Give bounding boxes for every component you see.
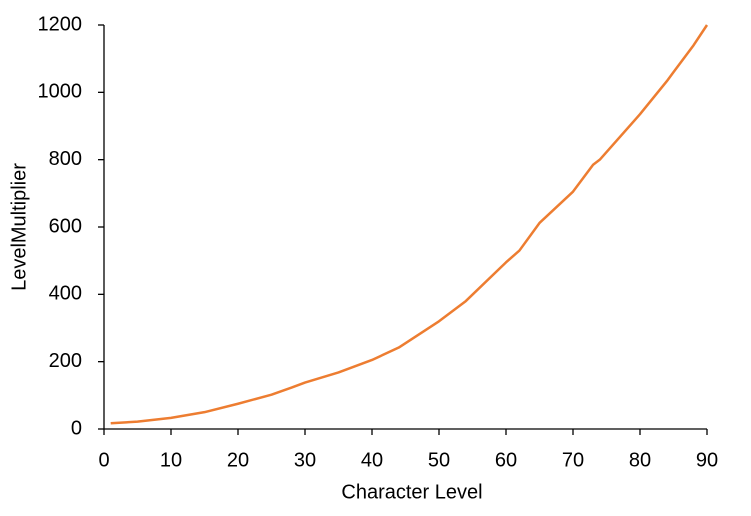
x-tick-label: 70	[562, 449, 584, 471]
x-tick-label: 60	[495, 449, 517, 471]
y-tick-label: 400	[49, 283, 82, 305]
x-tick-label: 30	[294, 449, 316, 471]
y-tick-label: 600	[49, 215, 82, 237]
x-tick-label: 10	[160, 449, 182, 471]
y-tick-label: 800	[49, 148, 82, 170]
y-tick-label: 200	[49, 350, 82, 372]
x-tick-label: 90	[696, 449, 718, 471]
y-tick-label: 1200	[38, 13, 83, 35]
y-tick-label: 0	[71, 417, 82, 439]
x-tick-label: 0	[98, 449, 109, 471]
x-tick-label: 50	[428, 449, 450, 471]
line	[110, 24, 709, 425]
x-tick-label: 40	[361, 449, 383, 471]
x-tick-label: 80	[629, 449, 651, 471]
y-tick-label: 1000	[38, 81, 83, 103]
x-tick-label: 20	[227, 449, 249, 471]
x-axis-label: Character Level	[341, 481, 482, 503]
y-axis-label: LevelMultiplier	[8, 163, 30, 291]
